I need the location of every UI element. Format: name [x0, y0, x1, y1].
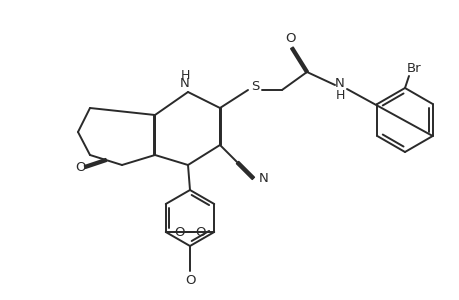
- Text: Br: Br: [406, 61, 420, 74]
- Text: O: O: [285, 32, 296, 44]
- Text: N: N: [335, 76, 344, 89]
- Text: O: O: [76, 160, 86, 173]
- Text: O: O: [195, 226, 206, 238]
- Text: N: N: [180, 76, 190, 89]
- Text: O: O: [185, 274, 195, 286]
- Text: H: H: [335, 88, 344, 101]
- Text: S: S: [250, 80, 258, 92]
- Text: H: H: [180, 68, 189, 82]
- Text: O: O: [174, 226, 184, 238]
- Text: N: N: [258, 172, 268, 185]
